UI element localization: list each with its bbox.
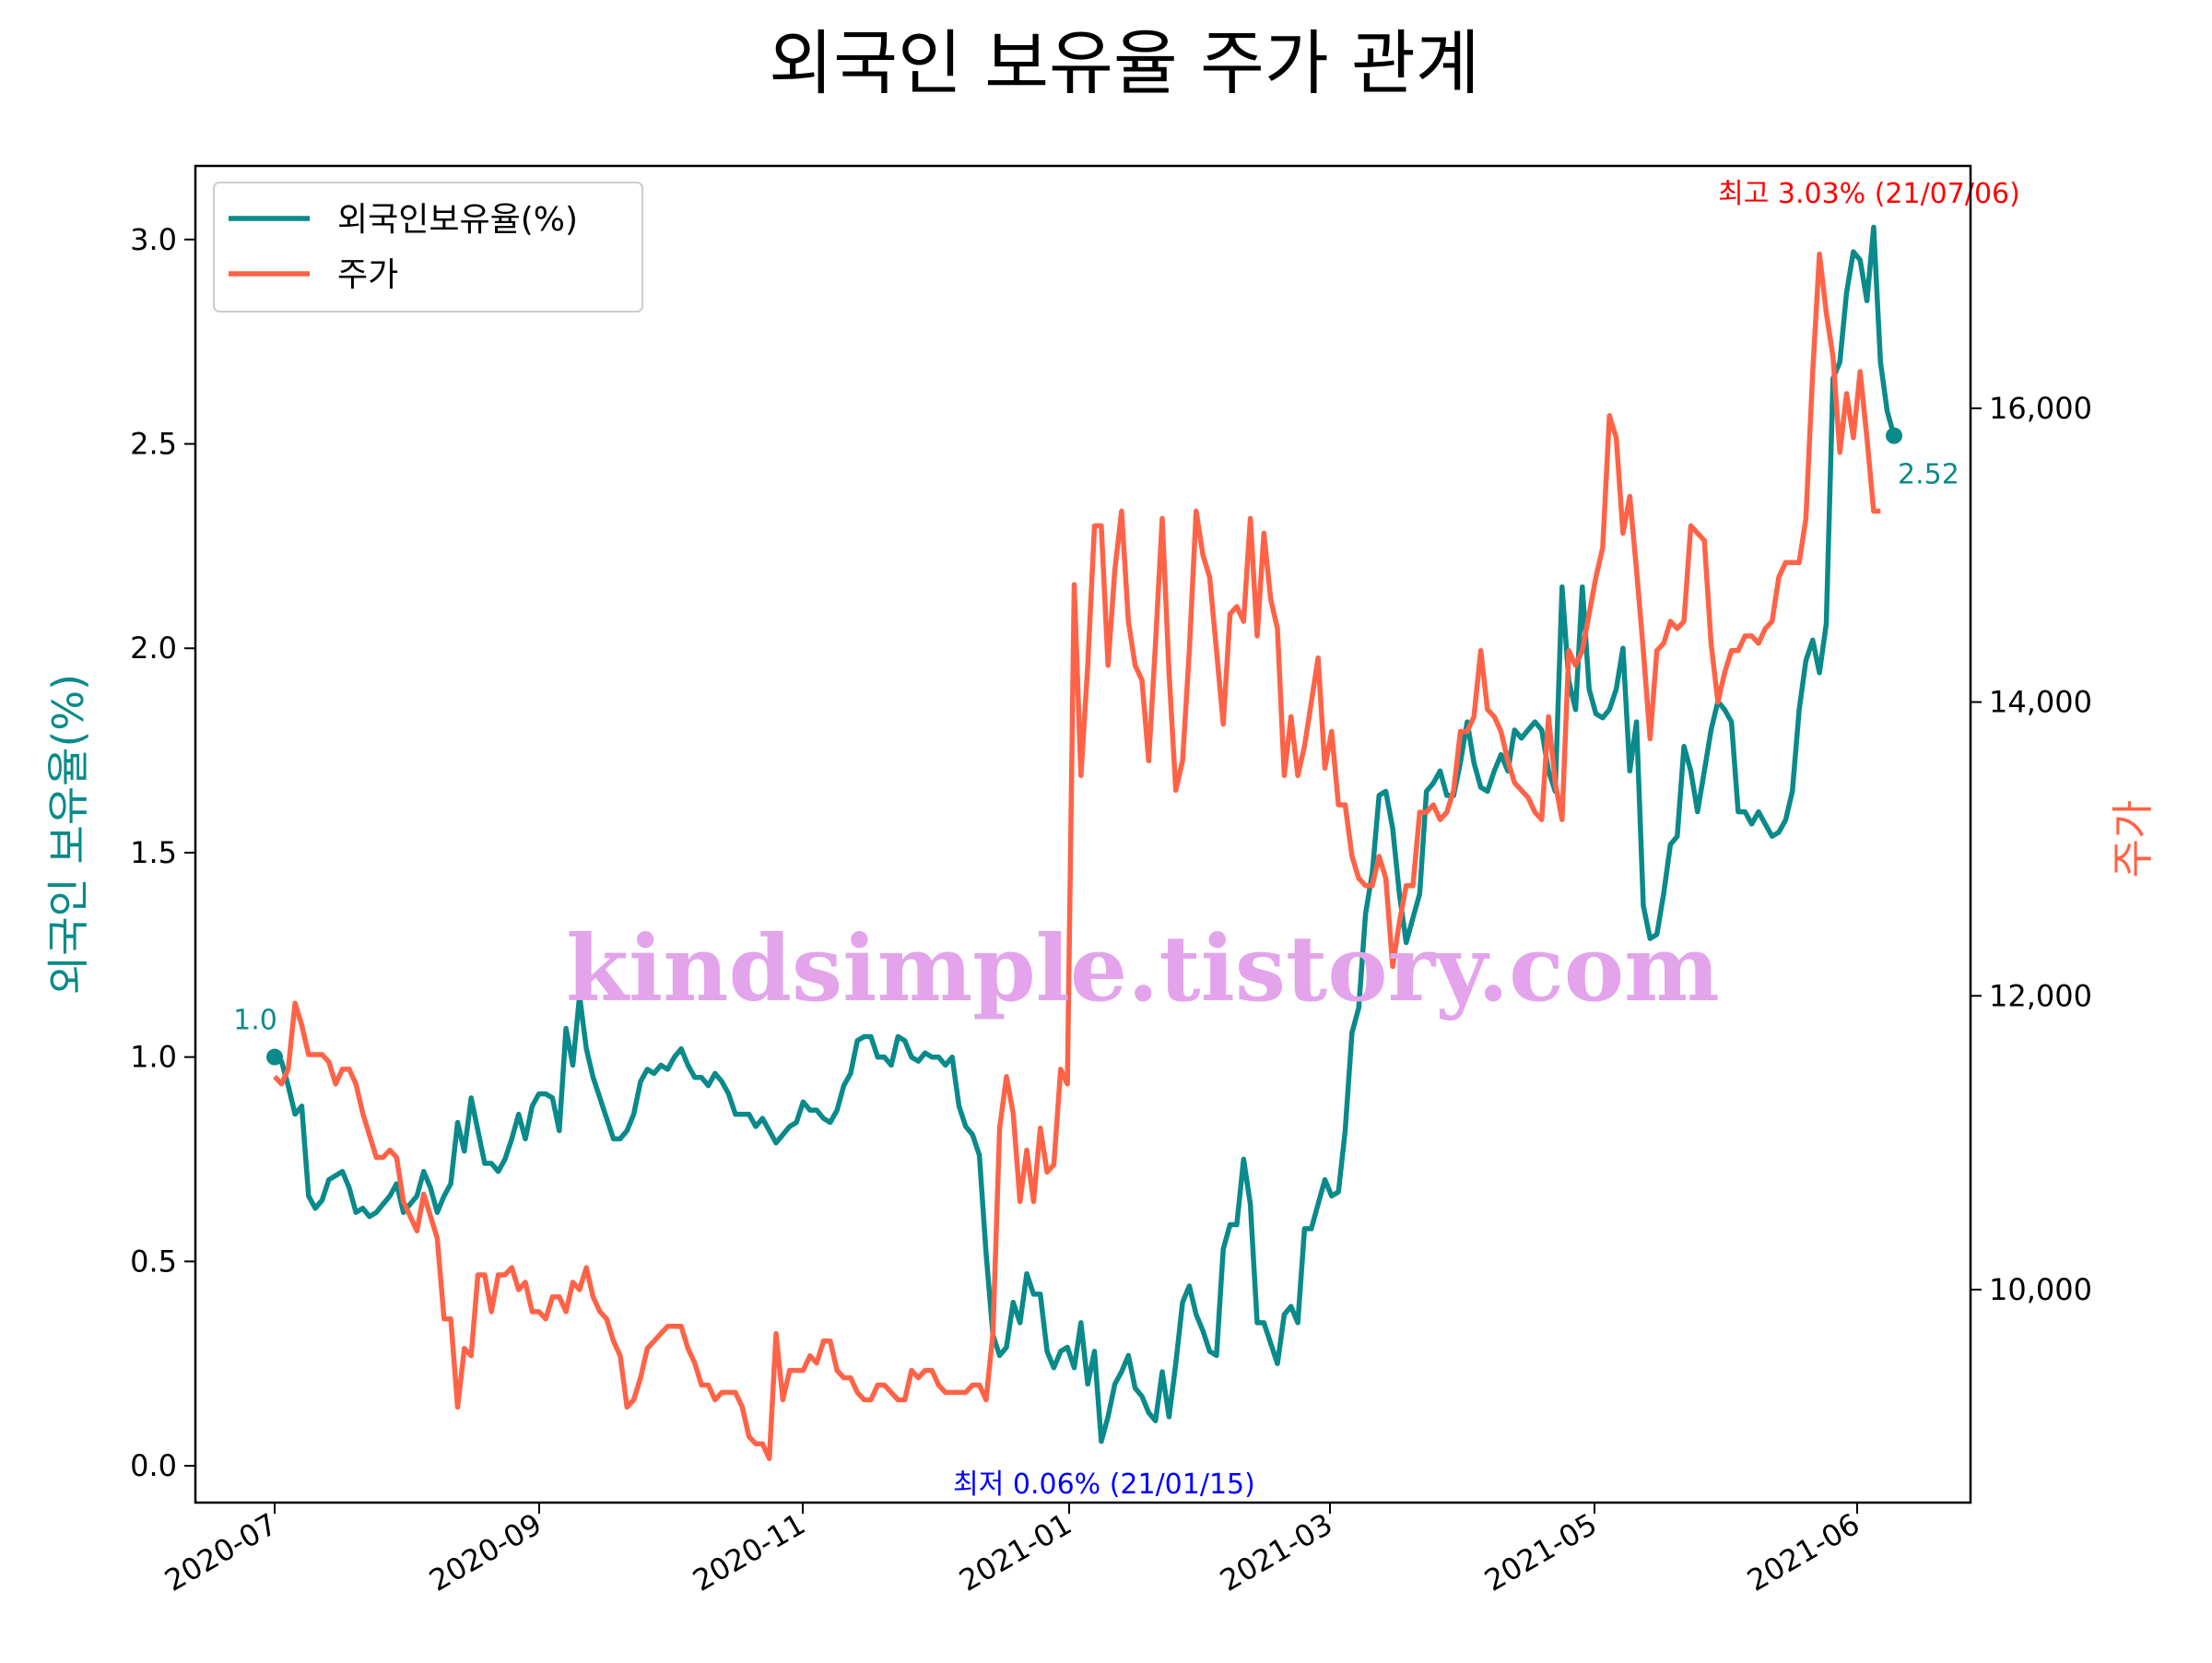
max-annotation: 최고 3.03% (21/07/06) [1718, 178, 2020, 210]
x-tick-label: 2020-09 [423, 1506, 547, 1598]
y-left-tick-label: 0.0 [130, 1448, 177, 1483]
min-annotation: 최저 0.06% (21/01/15) [953, 1468, 1255, 1501]
y-left-tick-label: 2.0 [130, 631, 177, 666]
chart-title: 외국인 보유율 주가 관계 [769, 22, 1480, 104]
end-value-label: 2.52 [1898, 459, 1959, 491]
legend-box [213, 182, 643, 313]
y-right-axis-title: 주가 [2108, 800, 2158, 879]
x-tick-label: 2020-11 [687, 1506, 811, 1598]
x-tick-label: 2021-06 [1741, 1506, 1865, 1598]
y-right-tick-label: 16,000 [1989, 391, 2092, 426]
x-tick-label: 2020-07 [159, 1506, 283, 1598]
watermark-text: kindsimple.tistory.com [566, 916, 1720, 1022]
x-tick-label: 2021-03 [1214, 1506, 1338, 1598]
y-left-tick-label: 0.5 [130, 1244, 177, 1279]
end-point-marker [1886, 427, 1902, 444]
legend: 외국인보유율(%) 주가 [213, 182, 643, 313]
start-value-label: 1.0 [233, 1005, 277, 1037]
x-tick-label: 2021-01 [953, 1506, 1077, 1598]
y-left-tick-label: 1.5 [130, 835, 177, 870]
plot-area: 2020-07 2020-09 2020-11 2021-01 2021-03 2021-… [43, 164, 2158, 1598]
y-left-tick-label: 2.5 [130, 427, 177, 462]
series-line-ownership [273, 224, 1897, 1445]
start-point-marker [266, 1048, 283, 1066]
series-line-price [272, 251, 1881, 1461]
legend-entry: 주가 [337, 256, 398, 294]
y-left-tick-label: 3.0 [130, 222, 177, 257]
y-left-axis-title: 외국인 보유율(%) [43, 674, 93, 995]
y-right-tick-label: 14,000 [1989, 685, 2092, 720]
y-left-tick-label: 1.0 [130, 1040, 177, 1075]
y-right-tick-label: 10,000 [1989, 1272, 2092, 1307]
y-right-tick-label: 12,000 [1989, 978, 2092, 1013]
x-tick-label: 2021-05 [1478, 1506, 1603, 1598]
plot-frame [194, 164, 1972, 1504]
legend-entry: 외국인보유율(%) [337, 201, 578, 239]
